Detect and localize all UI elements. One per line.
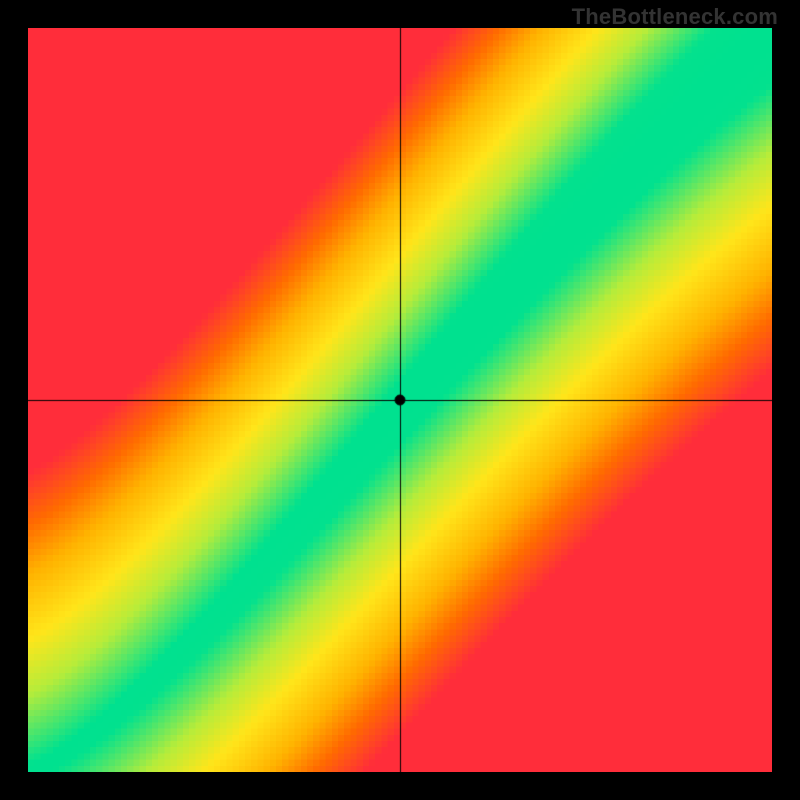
overlay-canvas <box>28 28 772 772</box>
plot-area <box>28 28 772 772</box>
attribution-label: TheBottleneck.com <box>572 4 778 30</box>
chart-frame: TheBottleneck.com <box>0 0 800 800</box>
